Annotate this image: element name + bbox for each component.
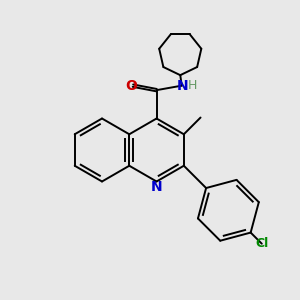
- Text: H: H: [188, 79, 197, 92]
- Text: N: N: [176, 79, 188, 93]
- Text: N: N: [150, 180, 162, 194]
- Text: O: O: [125, 79, 137, 93]
- Text: Cl: Cl: [255, 237, 268, 250]
